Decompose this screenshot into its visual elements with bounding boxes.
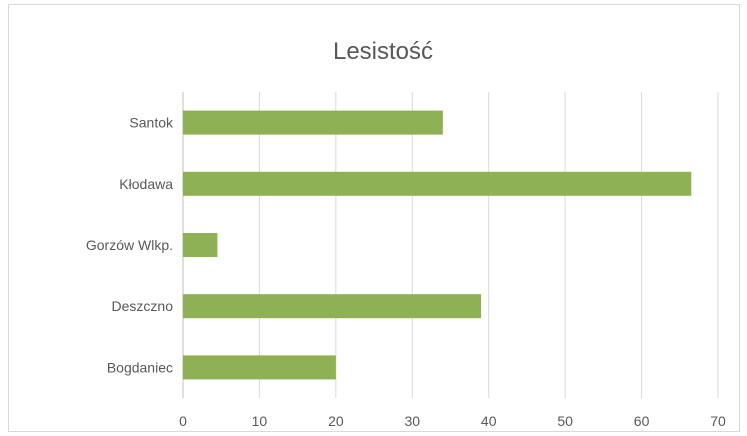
category-label: Gorzów Wlkp. (86, 237, 173, 253)
x-tick-label: 0 (179, 413, 187, 429)
x-tick-label: 20 (328, 413, 344, 429)
category-label: Bogdaniec (107, 359, 173, 375)
x-tick-label: 10 (252, 413, 268, 429)
x-tick-label: 30 (404, 413, 420, 429)
bar (183, 233, 218, 257)
bar (183, 355, 336, 380)
bar (183, 110, 443, 135)
category-labels: Santok Kłodawa Gorzów Wlkp. Deszczno Bogdani… (86, 115, 174, 376)
x-tick-label: 40 (481, 413, 497, 429)
bar-chart: Lesistość Santok Kłodawa Gorzów Wlkp. Deszc… (86, 38, 726, 429)
bar (183, 294, 482, 319)
x-tick-label: 60 (634, 413, 650, 429)
bars (183, 110, 692, 380)
chart-title: Lesistość (333, 38, 433, 65)
category-label: Deszczno (112, 298, 174, 314)
category-label: Kłodawa (119, 176, 173, 192)
x-tick-label: 70 (710, 413, 726, 429)
category-label: Santok (129, 115, 174, 131)
x-tick-label: 50 (557, 413, 573, 429)
x-tick-labels: 0 10 20 30 40 50 60 70 (179, 413, 726, 429)
gridlines (182, 92, 719, 398)
bar (183, 171, 692, 196)
chart-frame: Lesistość Santok Kłodawa Gorzów Wlkp. Deszc… (8, 4, 740, 432)
